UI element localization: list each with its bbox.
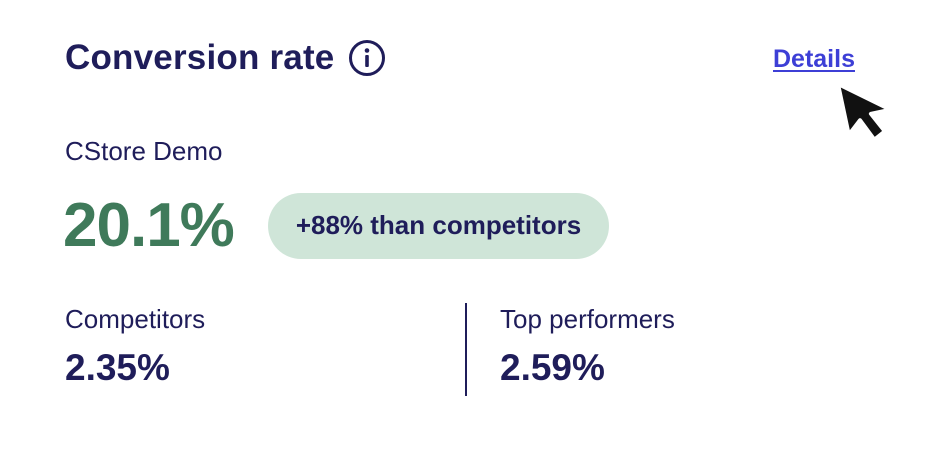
- rate-row: 20.1% +88% than competitors: [63, 190, 610, 261]
- top-performers-label: Top performers: [500, 304, 675, 334]
- info-icon[interactable]: [348, 39, 386, 77]
- top-performers-stat: Top performers 2.59%: [500, 304, 675, 389]
- comparison-badge: +88% than competitors: [267, 192, 610, 259]
- top-performers-value: 2.59%: [500, 347, 605, 388]
- competitors-label: Competitors: [65, 304, 206, 334]
- store-name: CStore Demo: [65, 136, 223, 166]
- competitors-value: 2.35%: [65, 347, 170, 388]
- card-header: Conversion rate: [65, 38, 386, 78]
- stat-divider: [465, 303, 467, 396]
- details-link[interactable]: Details: [773, 45, 855, 73]
- competitors-stat: Competitors 2.35%: [65, 304, 205, 389]
- mouse-pointer-icon: [834, 80, 914, 160]
- card-title: Conversion rate: [65, 38, 335, 77]
- conversion-rate-value: 20.1%: [63, 191, 235, 260]
